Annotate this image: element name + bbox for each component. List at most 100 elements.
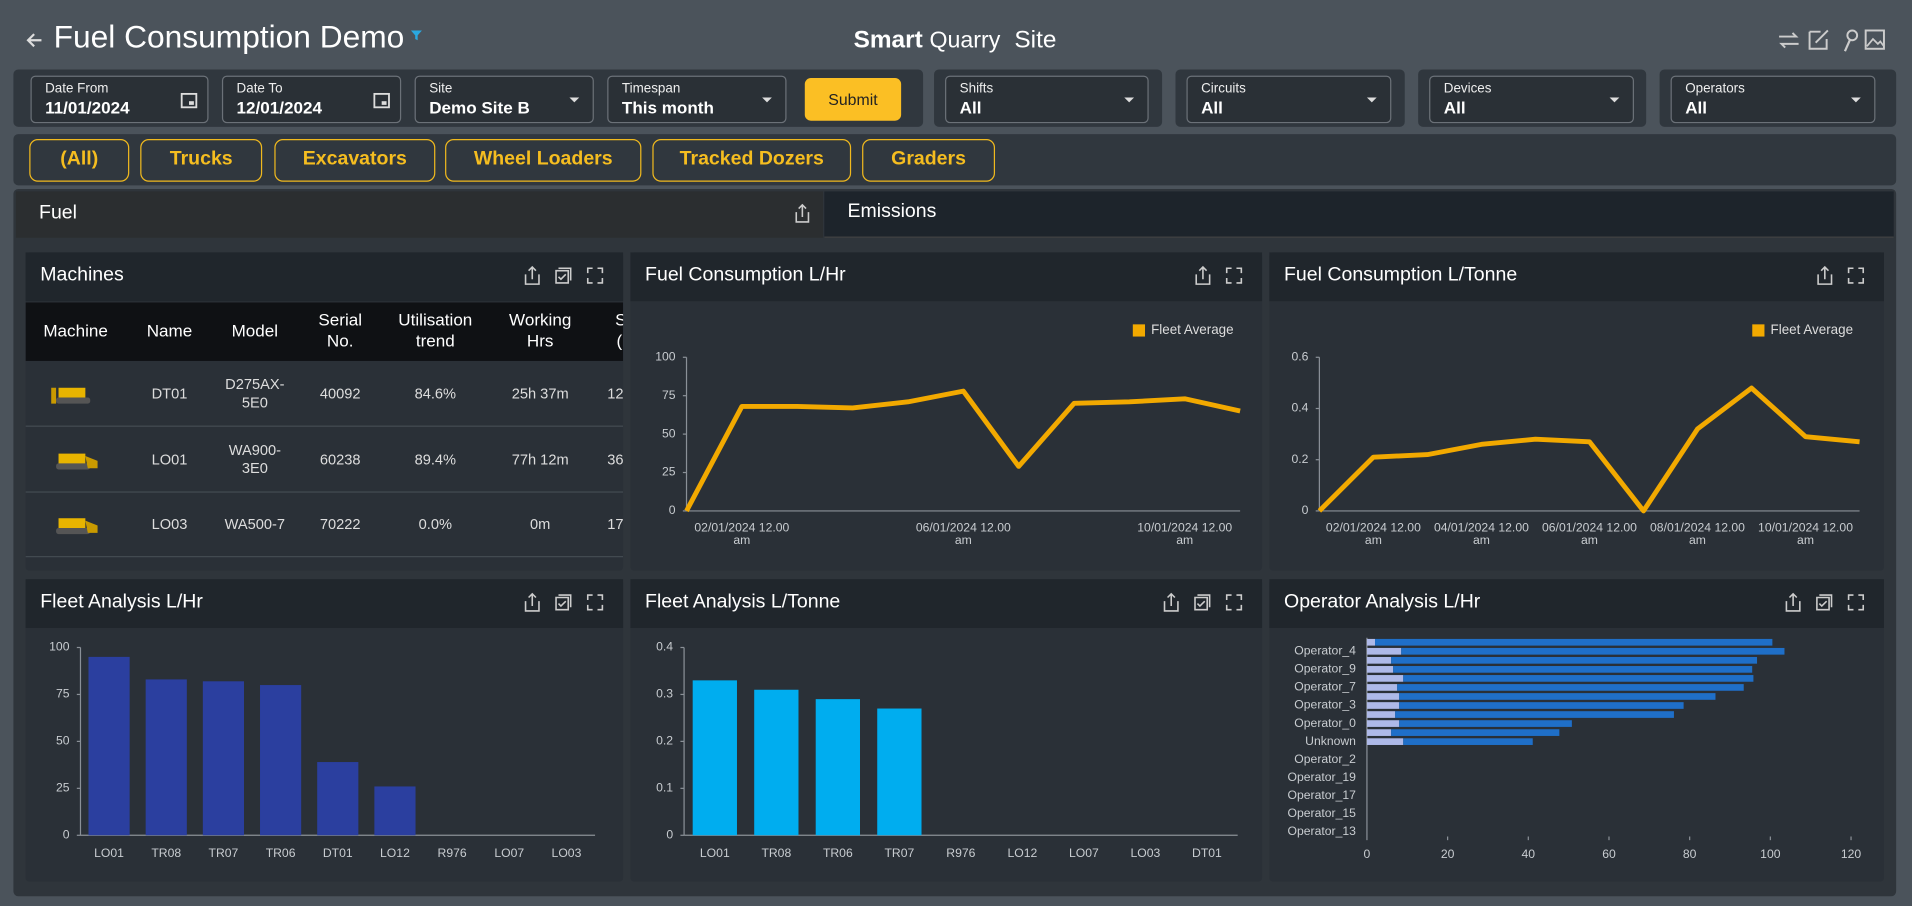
machine-type-chip[interactable]: Excavators xyxy=(274,139,436,182)
x-tick-label: TR06 xyxy=(823,846,853,860)
table-cell: 70222 xyxy=(319,515,361,533)
filter-icon[interactable] xyxy=(410,29,423,41)
tick-label: 40 xyxy=(1522,847,1536,861)
line-series xyxy=(1317,385,1860,514)
bar-segment xyxy=(1391,656,1758,664)
select-icon[interactable] xyxy=(1816,594,1833,611)
filter-field[interactable]: Devices All xyxy=(1429,75,1634,124)
card-header xyxy=(25,252,624,302)
expand-icon[interactable] xyxy=(1847,267,1865,284)
export-icon[interactable] xyxy=(1785,592,1801,612)
filter-value: All xyxy=(1443,97,1466,118)
filter-field[interactable]: Site Demo Site B xyxy=(414,75,594,124)
category-label: Operator_17 xyxy=(1288,788,1357,802)
brand: Smart Quarry Site xyxy=(854,27,1057,55)
category-label: Operator_15 xyxy=(1288,806,1357,820)
select-icon[interactable] xyxy=(555,594,572,611)
machine-type-chip[interactable]: Trucks xyxy=(140,139,263,182)
card-title: Fleet Analysis L/Hr xyxy=(40,591,203,613)
tick-label: 120 xyxy=(1841,847,1862,861)
dropdown-caret xyxy=(1366,97,1377,103)
bar-segment xyxy=(1366,684,1398,691)
column-header: Working Hrs xyxy=(509,309,572,350)
filter-value: Demo Site B xyxy=(429,97,530,118)
dropdown-caret xyxy=(1851,97,1861,103)
export-icon[interactable] xyxy=(1817,265,1833,285)
filter-label: Shifts xyxy=(959,81,994,97)
bar-segment xyxy=(1366,656,1392,664)
bar-segment xyxy=(1399,720,1572,727)
dropdown-caret xyxy=(1609,97,1620,103)
column-header: SMR (hrs) xyxy=(615,310,623,350)
icon-shape xyxy=(524,592,540,612)
export-icon[interactable] xyxy=(1163,592,1179,612)
expand-icon[interactable] xyxy=(1225,267,1243,284)
x-tick-label: DT01 xyxy=(323,846,353,860)
table-cell: 0m xyxy=(530,515,551,533)
submit-button[interactable]: Submit xyxy=(804,78,902,121)
table-cell: 171 xyxy=(607,515,624,533)
tick-label: 100 xyxy=(655,350,676,364)
filter-field[interactable]: Timespan This month xyxy=(607,75,787,124)
filter-value: 11/01/2024 xyxy=(45,97,130,118)
machine-body xyxy=(58,518,86,530)
machine-icon xyxy=(56,518,98,535)
export-icon[interactable] xyxy=(793,203,813,224)
machine-type-chip[interactable]: Wheel Loaders xyxy=(445,139,642,182)
machine-track xyxy=(56,527,91,535)
tick-label: 50 xyxy=(662,426,676,440)
tab[interactable] xyxy=(824,191,1894,238)
card-title: Fuel Consumption L/Tonne xyxy=(1284,264,1518,286)
caret-shape xyxy=(762,97,772,103)
back-arrow[interactable] xyxy=(24,29,46,51)
card-title: Fuel Consumption L/Hr xyxy=(645,264,846,286)
table-cell: 40092 xyxy=(319,385,361,403)
select-icon[interactable] xyxy=(555,267,572,284)
x-tick-label: LO07 xyxy=(494,846,524,860)
bar-segment xyxy=(1366,702,1400,709)
select-icon[interactable] xyxy=(1194,594,1211,611)
tick-label: 0.6 xyxy=(1291,350,1308,364)
tab[interactable] xyxy=(15,191,824,238)
expand-icon[interactable] xyxy=(586,267,604,284)
filter-field[interactable]: Date From 11/01/2024 xyxy=(30,75,209,124)
expand-icon[interactable] xyxy=(1225,594,1243,611)
filter-label: Operators xyxy=(1685,81,1745,97)
filter-label: Timespan xyxy=(621,81,681,97)
bar xyxy=(754,689,799,836)
filter-label: Date From xyxy=(45,81,109,97)
export-icon[interactable] xyxy=(524,265,540,285)
export-icon[interactable] xyxy=(524,592,540,612)
x-tick-label: LO12 xyxy=(380,846,410,860)
filter-field[interactable]: Shifts All xyxy=(945,75,1149,124)
bar-segment xyxy=(1401,647,1785,655)
toolbar-icons[interactable] xyxy=(1775,27,1897,54)
tick-label: 0.2 xyxy=(1291,452,1308,466)
machine-type-chip[interactable]: Graders xyxy=(862,139,996,182)
machine-type-chip[interactable]: (All) xyxy=(29,139,130,182)
filter-field[interactable]: Circuits All xyxy=(1186,75,1392,124)
table-row-divider xyxy=(25,425,624,427)
icon-shape xyxy=(1194,594,1211,611)
filter-field[interactable]: Date To 12/01/2024 xyxy=(221,75,402,124)
category-label: Operator_19 xyxy=(1288,770,1357,784)
expand-icon[interactable] xyxy=(586,594,604,611)
tick-label: 0 xyxy=(669,503,676,517)
card-header xyxy=(1269,579,1884,628)
filter-field[interactable]: Operators All xyxy=(1670,75,1876,124)
bar xyxy=(317,762,359,836)
card-header xyxy=(1269,252,1884,302)
page-title: Fuel Consumption Demo xyxy=(53,18,405,55)
expand-icon[interactable] xyxy=(1847,594,1865,611)
bar-segment xyxy=(1366,647,1402,655)
bar xyxy=(260,685,302,836)
column-header: Name xyxy=(146,320,193,341)
category-label: Operator_4 xyxy=(1294,644,1356,658)
caret-shape xyxy=(1124,97,1135,103)
x-tick-label: TR08 xyxy=(151,846,181,860)
filter-value: All xyxy=(1685,97,1708,118)
export-icon[interactable] xyxy=(1195,265,1211,285)
tick-label: 0 xyxy=(1364,847,1371,861)
machine-type-chip[interactable]: Tracked Dozers xyxy=(652,139,852,182)
bar-segment xyxy=(1366,638,1376,646)
